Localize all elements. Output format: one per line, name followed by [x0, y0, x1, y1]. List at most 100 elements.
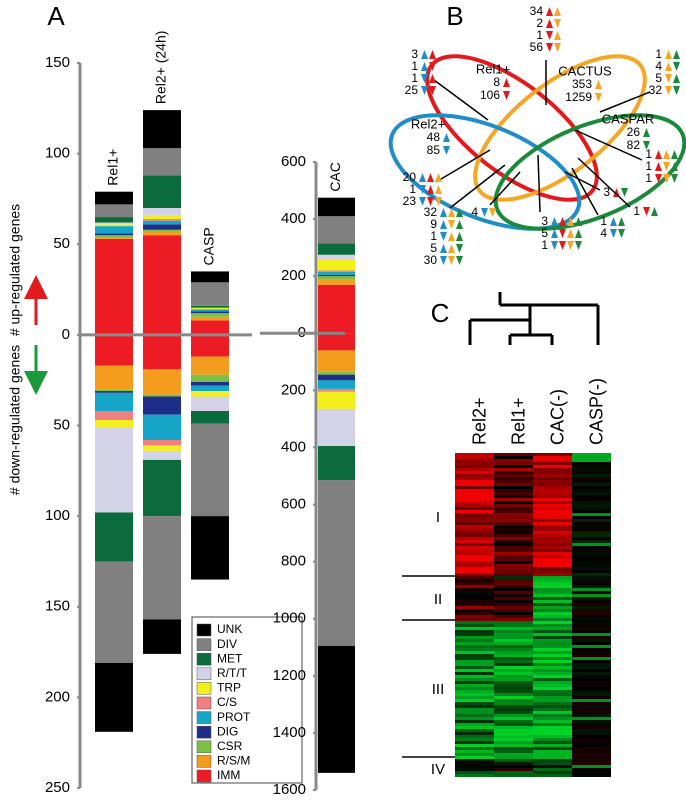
direction-arrow [421, 62, 428, 71]
legend-label: CSR [217, 739, 243, 753]
heatmap-cell [455, 747, 494, 750]
bar-segment [143, 175, 181, 208]
heatmap-cell [533, 492, 572, 495]
legend-swatch [196, 725, 212, 739]
cluster-label: I [436, 509, 440, 526]
region-count: 1 [411, 71, 418, 85]
heatmap-cell [494, 768, 533, 771]
column-label: Rel2+ [469, 397, 489, 445]
direction-arrow [435, 197, 442, 206]
heatmap-cell [572, 651, 611, 654]
heatmap-cell [533, 588, 572, 591]
heatmap-cell [455, 600, 494, 603]
direction-arrow [440, 256, 447, 265]
heatmap-cell [533, 723, 572, 726]
heatmap-cell [533, 750, 572, 753]
heatmap-cell [494, 705, 533, 708]
heatmap-cell [455, 705, 494, 708]
y-tick-label: 1000 [273, 610, 306, 627]
heatmap-cell [572, 714, 611, 717]
heatmap-cell [572, 762, 611, 765]
heatmap-cell [494, 627, 533, 630]
direction-arrow [567, 217, 574, 226]
heatmap-cell [533, 600, 572, 603]
heatmap-cell [572, 456, 611, 459]
y-tick-label: 1600 [273, 781, 306, 798]
heatmap-cell [533, 579, 572, 582]
heatmap-cell [572, 528, 611, 531]
set-name: CASPAR [602, 111, 655, 126]
heatmap-cell [572, 660, 611, 663]
direction-arrow [503, 78, 510, 87]
bar-segment [318, 254, 355, 260]
heatmap-cell [455, 498, 494, 501]
heatmap-cell [455, 714, 494, 717]
heatmap-cell [572, 459, 611, 462]
direction-arrow [429, 50, 436, 59]
heatmap-cell [533, 756, 572, 759]
bar-segment [318, 446, 355, 481]
heatmap-cell [533, 540, 572, 543]
heatmap-cell [455, 726, 494, 729]
region-count: 5 [655, 71, 662, 85]
bar-segment [95, 392, 133, 411]
heatmap-cell [455, 642, 494, 645]
heatmap-cell [533, 597, 572, 600]
heatmap-cell [533, 489, 572, 492]
direction-arrow [456, 244, 463, 253]
bar-segment [95, 411, 133, 421]
region-count: 9 [430, 217, 437, 231]
set-count: 85 [427, 143, 441, 157]
heatmap-cell [572, 690, 611, 693]
y-tick-label: 50 [53, 416, 70, 433]
leader-line [489, 171, 521, 206]
region-count: 4 [471, 205, 478, 219]
heatmap-cell [455, 501, 494, 504]
direction-arrow [429, 62, 436, 71]
y-tick-label: 100 [45, 507, 70, 524]
region-count: 1 [645, 159, 652, 173]
heatmap-cell [494, 618, 533, 621]
direction-arrow [643, 207, 650, 216]
heatmap-cell [455, 486, 494, 489]
heatmap-cell [494, 732, 533, 735]
heatmap-cell [572, 735, 611, 738]
heatmap-cell [494, 624, 533, 627]
direction-arrow [448, 208, 455, 217]
heatmap-cell [494, 471, 533, 474]
heatmap-cell [494, 588, 533, 591]
direction-arrow [559, 229, 566, 238]
heatmap-cell [572, 639, 611, 642]
heatmap-cell [533, 681, 572, 684]
heatmap-cell [494, 666, 533, 669]
heatmap-cell [572, 549, 611, 552]
heatmap-cell [494, 711, 533, 714]
legend-swatch [196, 740, 212, 754]
heatmap-cell [533, 567, 572, 570]
bar-segment [95, 235, 133, 237]
bar-segment [143, 369, 181, 395]
heatmap-cell [533, 708, 572, 711]
region-count: 1 [430, 229, 437, 243]
heatmap-cell [572, 531, 611, 534]
heatmap-cell [572, 492, 611, 495]
region-count: 23 [403, 194, 417, 208]
heatmap-cell [533, 675, 572, 678]
set-count: 26 [627, 125, 641, 139]
heatmap-cell [533, 594, 572, 597]
heatmap-cell [533, 576, 572, 579]
bar-segment [318, 408, 355, 447]
heatmap-cell [494, 573, 533, 576]
heatmap-cell [533, 459, 572, 462]
heatmap-cell [494, 744, 533, 747]
region-count: 1 [633, 204, 640, 218]
direction-arrow [421, 50, 428, 59]
direction-arrow [440, 220, 447, 229]
direction-arrow [440, 244, 447, 253]
heatmap-cell [494, 642, 533, 645]
heatmap-cell [494, 633, 533, 636]
heatmap-cell [533, 549, 572, 552]
heatmap-cell [494, 603, 533, 606]
heatmap-cell [494, 615, 533, 618]
heatmap-cell [455, 702, 494, 705]
